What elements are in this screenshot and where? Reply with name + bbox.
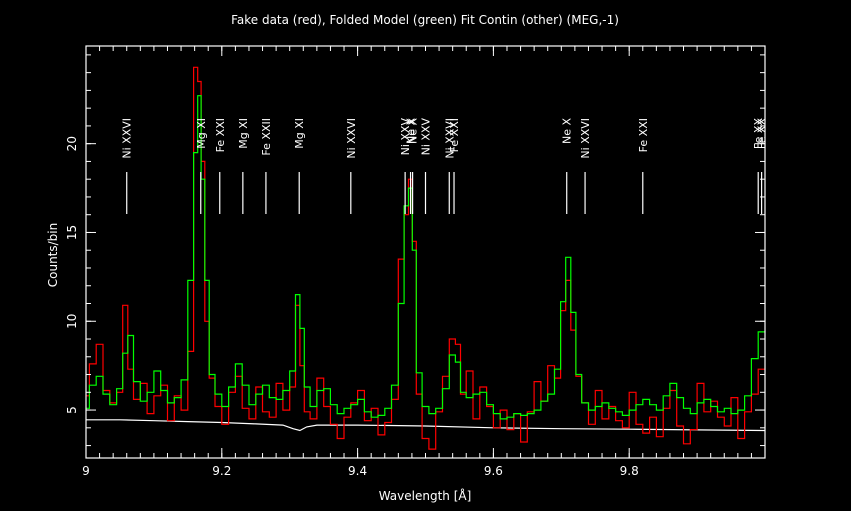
line-marker-label: Fe XXII — [260, 118, 273, 156]
chart-title: Fake data (red), Folded Model (green) Fi… — [231, 13, 619, 27]
x-tick-label: 9.2 — [212, 464, 231, 478]
line-marker-label: Fe XXI — [448, 118, 461, 152]
line-marker-label: Fe XX — [756, 118, 769, 150]
line-marker-label: Ni XXVI — [579, 118, 592, 159]
line-marker-label: Ni XXVI — [121, 118, 134, 159]
x-tick-label: 9.4 — [348, 464, 367, 478]
line-marker-label: Mg XI — [237, 118, 250, 149]
continuum-layer — [86, 419, 766, 432]
data-layer — [86, 66, 765, 450]
x-tick-label: 9.6 — [484, 464, 503, 478]
line-marker-label: Ne X — [561, 118, 574, 144]
x-axis-label: Wavelength [Å] — [379, 488, 472, 503]
line-marker-label: Ne X — [407, 118, 420, 144]
y-tick-label: 20 — [65, 136, 79, 151]
line-marker-layer: Ni XXVI Mg XI Fe XXI Mg XI Fe XXII Mg XI Ni XX… — [121, 118, 769, 214]
data-series-line — [86, 66, 765, 450]
model-layer — [86, 95, 765, 420]
line-marker-label: Mg XI — [195, 118, 208, 149]
line-marker-label: Mg XI — [293, 118, 306, 149]
line-marker-label: Fe XXI — [214, 118, 227, 152]
line-marker-label: Ne X — [405, 118, 418, 144]
y-tick-label: 15 — [65, 225, 79, 240]
model-series-line — [86, 95, 765, 420]
line-marker-label: Ni XXV — [399, 118, 412, 156]
continuum-series-line — [86, 419, 766, 432]
y-tick-label: 10 — [65, 314, 79, 329]
line-marker-label: Ni XXV — [420, 118, 433, 156]
x-tick-label: 9 — [82, 464, 90, 478]
line-marker-label: Fe XXI — [637, 118, 650, 152]
axes-layer: 9 9.2 9.4 9.6 9.8 5 10 15 20 — [65, 45, 766, 478]
x-tick-label: 9.8 — [620, 464, 639, 478]
line-marker-label: Ni XXVI — [443, 118, 456, 159]
y-axis-label: Counts/bin — [46, 223, 60, 288]
line-marker-label: Ni XXVI — [345, 118, 358, 159]
y-tick-label: 5 — [65, 406, 79, 414]
